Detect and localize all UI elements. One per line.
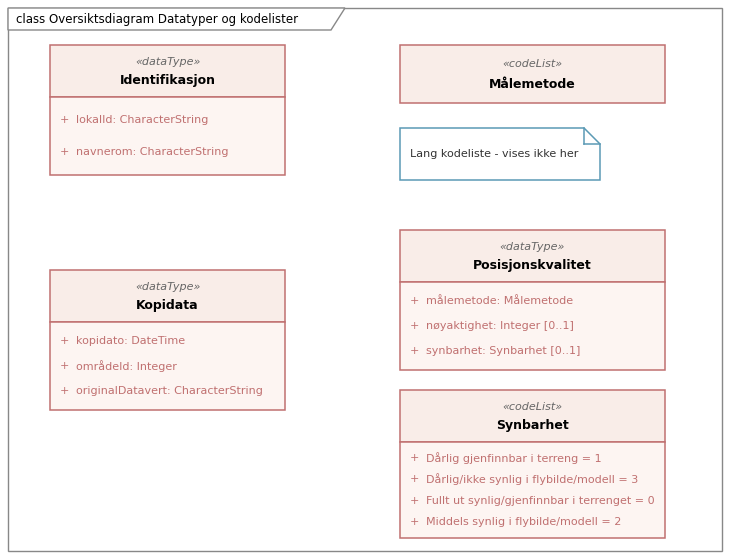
FancyBboxPatch shape	[50, 97, 285, 175]
Text: nøyaktighet: Integer [0..1]: nøyaktighet: Integer [0..1]	[426, 321, 574, 331]
Text: class Oversiktsdiagram Datatyper og kodelister: class Oversiktsdiagram Datatyper og kode…	[16, 12, 298, 26]
Text: Fullt ut synlig/gjenfinnbar i terrenget = 0: Fullt ut synlig/gjenfinnbar i terrenget …	[426, 496, 655, 506]
Text: «codeList»: «codeList»	[502, 59, 563, 68]
Text: +: +	[60, 361, 69, 371]
Text: +: +	[60, 115, 69, 125]
Text: +: +	[410, 346, 420, 356]
Text: +: +	[410, 474, 420, 484]
Text: Kopidata: Kopidata	[136, 299, 199, 312]
FancyBboxPatch shape	[400, 390, 665, 442]
Text: navnerom: CharacterString: navnerom: CharacterString	[76, 147, 229, 157]
Text: +: +	[410, 517, 420, 527]
Text: +: +	[60, 336, 69, 346]
Text: lokalId: CharacterString: lokalId: CharacterString	[76, 115, 208, 125]
Text: +: +	[60, 147, 69, 157]
Text: Målemetode: Målemetode	[489, 78, 576, 91]
FancyBboxPatch shape	[400, 230, 665, 282]
Text: Identifikasjon: Identifikasjon	[119, 74, 216, 87]
Polygon shape	[8, 8, 345, 30]
Text: «dataType»: «dataType»	[500, 242, 565, 251]
Text: målemetode: Målemetode: målemetode: Målemetode	[426, 296, 573, 306]
FancyBboxPatch shape	[400, 442, 665, 538]
Text: Synbarhet: Synbarhet	[496, 419, 569, 432]
Text: +: +	[410, 296, 420, 306]
Text: Dårlig gjenfinnbar i terreng = 1: Dårlig gjenfinnbar i terreng = 1	[426, 452, 602, 464]
Text: Posisjonskvalitet: Posisjonskvalitet	[473, 259, 592, 272]
Text: Lang kodeliste - vises ikke her: Lang kodeliste - vises ikke her	[410, 149, 578, 159]
Text: «codeList»: «codeList»	[502, 402, 563, 412]
FancyBboxPatch shape	[400, 282, 665, 370]
Text: «dataType»: «dataType»	[135, 282, 200, 292]
FancyBboxPatch shape	[400, 45, 665, 103]
FancyBboxPatch shape	[50, 322, 285, 410]
FancyBboxPatch shape	[50, 270, 285, 322]
Text: «dataType»: «dataType»	[135, 57, 200, 67]
Polygon shape	[400, 128, 600, 180]
FancyBboxPatch shape	[8, 8, 722, 551]
Text: originalDatavert: CharacterString: originalDatavert: CharacterString	[76, 386, 263, 396]
Text: +: +	[410, 496, 420, 506]
Text: synbarhet: Synbarhet [0..1]: synbarhet: Synbarhet [0..1]	[426, 346, 580, 356]
Text: +: +	[410, 321, 420, 331]
FancyBboxPatch shape	[50, 45, 285, 97]
Text: Middels synlig i flybilde/modell = 2: Middels synlig i flybilde/modell = 2	[426, 517, 621, 527]
Text: +: +	[60, 386, 69, 396]
Text: områdeId: Integer: områdeId: Integer	[76, 360, 177, 372]
Text: +: +	[410, 453, 420, 463]
Text: Dårlig/ikke synlig i flybilde/modell = 3: Dårlig/ikke synlig i flybilde/modell = 3	[426, 473, 638, 486]
Text: kopidato: DateTime: kopidato: DateTime	[76, 336, 185, 346]
